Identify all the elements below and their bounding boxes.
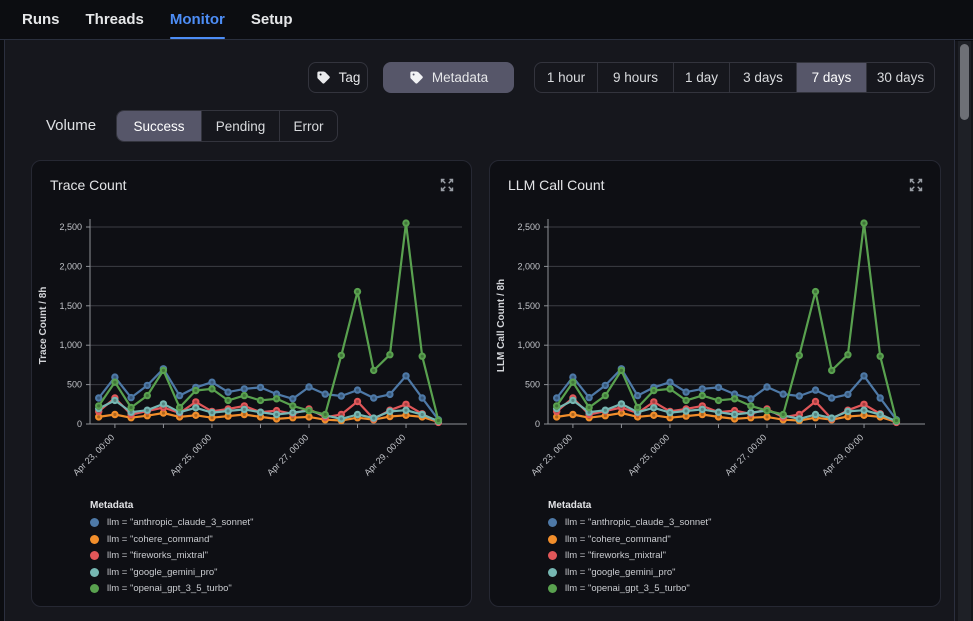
expand-icon[interactable] — [439, 177, 455, 193]
legend-label: llm = "google_gemini_pro" — [565, 566, 676, 578]
scrollbar-thumb[interactable] — [960, 44, 969, 120]
scrollbar-track[interactable] — [958, 41, 971, 621]
legend-title: Metadata — [90, 500, 134, 511]
series-color-dot — [548, 534, 557, 544]
expand-icon[interactable] — [908, 177, 924, 193]
panel-header: Trace Count — [32, 161, 471, 193]
legend-items: llm = "anthropic_claude_3_sonnet"llm = "… — [90, 517, 471, 594]
legend-item[interactable]: llm = "openai_gpt_3_5_turbo" — [548, 583, 940, 594]
svg-text:Apr 27, 00:00: Apr 27, 00:00 — [265, 432, 310, 477]
legend-label: llm = "fireworks_mixtral" — [565, 550, 666, 561]
svg-text:Apr 25, 00:00: Apr 25, 00:00 — [168, 432, 213, 477]
legend-item[interactable]: llm = "fireworks_mixtral" — [548, 550, 940, 561]
trace-count-panel: Trace Count 0 500 1,000 1,500 2,000 2,500 Apr … — [31, 160, 472, 607]
series-color-dot — [90, 534, 99, 544]
series-color-dot — [548, 551, 557, 560]
svg-text:Apr 27, 00:00: Apr 27, 00:00 — [723, 432, 768, 477]
svg-text:Trace Count / 8h: Trace Count / 8h — [38, 287, 49, 365]
legend-item[interactable]: llm = "google_gemini_pro" — [548, 567, 940, 578]
svg-text:1,500: 1,500 — [59, 301, 82, 311]
panel-header: LLM Call Count — [490, 161, 940, 193]
legend-label: llm = "cohere_command" — [565, 533, 671, 545]
legend-item[interactable]: llm = "openai_gpt_3_5_turbo" — [90, 583, 471, 594]
series-color-dot — [90, 551, 99, 560]
time-range-9-hours[interactable]: 9 hours — [598, 63, 674, 92]
svg-text:Apr 23, 00:00: Apr 23, 00:00 — [529, 432, 574, 477]
legend-label: llm = "anthropic_claude_3_sonnet" — [565, 517, 712, 528]
volume-status-group: Success Pending Error — [116, 110, 338, 142]
scrollbar-gutter — [955, 41, 973, 621]
series-color-dot — [548, 584, 557, 593]
svg-text:0: 0 — [77, 419, 82, 429]
volume-tab-success[interactable]: Success — [117, 111, 202, 141]
svg-text:1,000: 1,000 — [517, 340, 540, 350]
series-color-dot — [90, 567, 99, 577]
time-range-1-hour[interactable]: 1 hour — [535, 63, 598, 92]
svg-text:Apr 23, 00:00: Apr 23, 00:00 — [71, 432, 116, 477]
time-range-3-days[interactable]: 3 days — [730, 63, 797, 92]
svg-text:2,000: 2,000 — [59, 261, 82, 271]
nav-tab-monitor[interactable]: Monitor — [169, 0, 225, 39]
time-range-7-days[interactable]: 7 days — [797, 63, 867, 92]
chart-title: Trace Count — [50, 177, 127, 193]
legend-title: Metadata — [548, 500, 592, 511]
svg-text:0: 0 — [535, 419, 540, 429]
svg-text:Apr 29, 00:00: Apr 29, 00:00 — [820, 432, 865, 477]
volume-label: Volume — [46, 117, 97, 134]
legend-label: llm = "fireworks_mixtral" — [107, 550, 208, 561]
legend-label: llm = "cohere_command" — [107, 533, 213, 545]
monitor-content: Tag Metadata 1 hour 9 hours 1 day 3 days 7 d… — [4, 40, 955, 621]
line-chart: 0 500 1,000 1,500 2,000 2,500 Apr 23, 00:00 Apr… — [32, 199, 471, 496]
series-color-dot — [548, 567, 557, 577]
legend-items: llm = "anthropic_claude_3_sonnet"llm = "… — [548, 517, 940, 594]
nav-tab-setup[interactable]: Setup — [250, 11, 293, 28]
volume-tab-error[interactable]: Error — [293, 118, 324, 134]
legend-item[interactable]: llm = "anthropic_claude_3_sonnet" — [90, 517, 471, 528]
legend-label: llm = "anthropic_claude_3_sonnet" — [107, 517, 254, 528]
legend-item[interactable]: llm = "anthropic_claude_3_sonnet" — [548, 517, 940, 528]
volume-tab-pending[interactable]: Pending — [202, 111, 280, 141]
legend-item[interactable]: llm = "cohere_command" — [548, 534, 940, 545]
svg-text:Apr 29, 00:00: Apr 29, 00:00 — [362, 432, 407, 477]
nav-tab-runs[interactable]: Runs — [22, 11, 60, 28]
nav-tab-threads[interactable]: Threads — [85, 11, 144, 28]
chart-title: LLM Call Count — [508, 177, 605, 193]
legend-item[interactable]: llm = "cohere_command" — [90, 534, 471, 545]
svg-text:500: 500 — [67, 380, 82, 390]
tag-icon — [410, 71, 423, 84]
line-chart: 0 500 1,000 1,500 2,000 2,500 Apr 23, 00:00 Apr… — [490, 199, 940, 496]
legend-item[interactable]: llm = "google_gemini_pro" — [90, 567, 471, 578]
svg-text:2,000: 2,000 — [517, 261, 540, 271]
legend-label: llm = "openai_gpt_3_5_turbo" — [565, 583, 690, 594]
top-nav: Runs Threads Monitor Setup — [0, 0, 973, 40]
time-range-group: 1 hour 9 hours 1 day 3 days 7 days 30 days — [534, 62, 935, 93]
svg-text:1,000: 1,000 — [59, 340, 82, 350]
tag-icon — [316, 71, 330, 84]
series-color-dot — [548, 518, 557, 527]
time-range-1-day[interactable]: 1 day — [674, 63, 730, 92]
svg-text:Apr 25, 00:00: Apr 25, 00:00 — [626, 432, 671, 477]
series-color-dot — [90, 518, 99, 527]
series-color-dot — [90, 584, 99, 593]
tag-filter-button[interactable]: Tag — [308, 62, 368, 93]
chart-legend: Metadata llm = "anthropic_claude_3_sonne… — [490, 500, 940, 594]
llm-call-count-panel: LLM Call Count 0 500 1,000 1,500 2,000 2,500 A… — [489, 160, 941, 607]
metadata-filter-button[interactable]: Metadata — [383, 62, 514, 93]
legend-item[interactable]: llm = "fireworks_mixtral" — [90, 550, 471, 561]
svg-text:1,500: 1,500 — [517, 301, 540, 311]
nav-tabs: Runs Threads Monitor Setup — [22, 0, 293, 39]
svg-text:2,500: 2,500 — [59, 222, 82, 232]
chart-legend: Metadata llm = "anthropic_claude_3_sonne… — [32, 500, 471, 594]
legend-label: llm = "google_gemini_pro" — [107, 566, 218, 578]
metadata-button-label: Metadata — [431, 70, 489, 85]
svg-text:2,500: 2,500 — [517, 222, 540, 232]
svg-text:500: 500 — [525, 380, 540, 390]
tag-button-label: Tag — [338, 70, 361, 85]
legend-label: llm = "openai_gpt_3_5_turbo" — [107, 583, 232, 594]
svg-text:LLM Call Count / 8h: LLM Call Count / 8h — [496, 279, 507, 372]
time-range-30-days[interactable]: 30 days — [876, 70, 925, 85]
